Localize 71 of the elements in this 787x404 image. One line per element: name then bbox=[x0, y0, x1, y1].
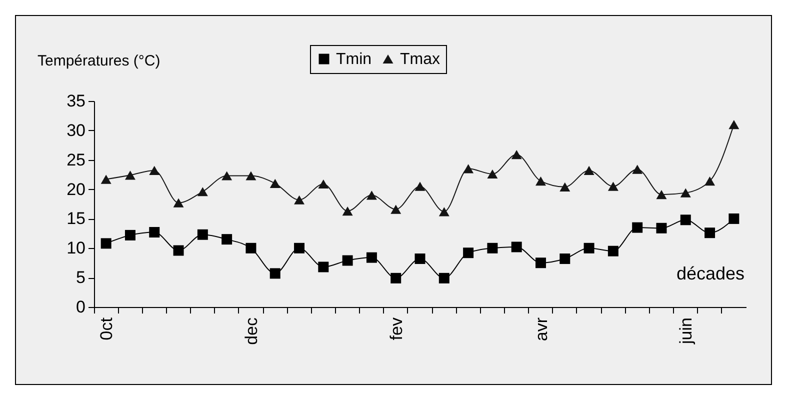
y-tick-label: 0 bbox=[76, 298, 86, 316]
legend-label: Tmax bbox=[400, 51, 440, 68]
point bbox=[318, 179, 329, 189]
point bbox=[342, 255, 353, 266]
point bbox=[584, 242, 594, 254]
y-tick-label: 30 bbox=[66, 120, 86, 140]
point bbox=[100, 174, 112, 184]
point bbox=[366, 252, 377, 263]
point bbox=[414, 182, 426, 191]
point bbox=[270, 178, 280, 188]
point bbox=[487, 169, 498, 179]
point bbox=[197, 229, 208, 240]
point bbox=[414, 253, 426, 264]
y-tick-label: 5 bbox=[76, 268, 86, 288]
y-tick-label: 10 bbox=[66, 238, 86, 258]
y-tick-label: 35 bbox=[66, 92, 86, 110]
point bbox=[608, 182, 618, 191]
point bbox=[632, 222, 643, 233]
point bbox=[390, 272, 402, 284]
point bbox=[560, 182, 570, 192]
point bbox=[680, 188, 691, 198]
point bbox=[246, 171, 256, 180]
x-tick-label: juin bbox=[676, 318, 696, 345]
point bbox=[149, 166, 160, 175]
point bbox=[438, 207, 450, 216]
point bbox=[511, 242, 522, 252]
point bbox=[680, 214, 691, 226]
point bbox=[487, 242, 498, 254]
point bbox=[124, 230, 136, 240]
point bbox=[366, 190, 377, 200]
point bbox=[318, 262, 329, 272]
point bbox=[608, 246, 618, 256]
y-axis-title: Températures (°C) bbox=[38, 52, 160, 70]
point bbox=[463, 248, 474, 258]
point bbox=[342, 206, 353, 216]
point bbox=[246, 242, 256, 254]
y-tick-label: 20 bbox=[66, 180, 86, 199]
point bbox=[197, 187, 208, 196]
point bbox=[222, 234, 232, 245]
y-tick-label: 15 bbox=[66, 209, 86, 228]
point bbox=[656, 222, 667, 234]
point bbox=[632, 164, 643, 174]
point bbox=[294, 195, 305, 204]
point bbox=[704, 176, 716, 186]
point bbox=[584, 166, 594, 175]
point bbox=[656, 190, 667, 200]
point bbox=[560, 253, 570, 264]
point bbox=[728, 120, 740, 130]
point bbox=[270, 268, 280, 279]
point bbox=[173, 245, 184, 256]
point bbox=[535, 258, 546, 268]
point bbox=[294, 242, 305, 254]
point bbox=[124, 170, 136, 180]
legend-label: Tmin bbox=[336, 51, 372, 68]
point bbox=[535, 176, 546, 186]
point bbox=[149, 227, 160, 238]
x-axis-title: décades bbox=[676, 264, 744, 284]
point bbox=[438, 272, 450, 284]
y-tick-label: 25 bbox=[66, 150, 86, 170]
point bbox=[511, 150, 522, 160]
point bbox=[173, 198, 184, 208]
point bbox=[704, 228, 716, 238]
x-tick-label: avr bbox=[532, 317, 551, 342]
point bbox=[463, 164, 474, 174]
point bbox=[390, 204, 402, 214]
point bbox=[728, 213, 740, 224]
x-tick-label: fev bbox=[386, 317, 406, 340]
point bbox=[100, 238, 112, 249]
x-tick-label: 0ct bbox=[97, 317, 116, 340]
point bbox=[222, 171, 232, 180]
x-tick-label: dec bbox=[242, 317, 262, 345]
